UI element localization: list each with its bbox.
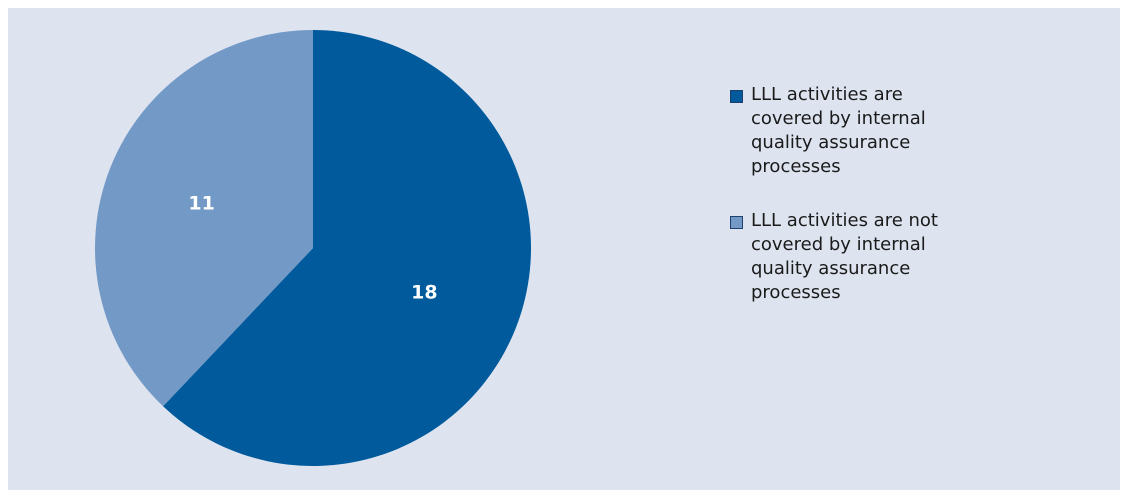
slice-value-label-covered: 18 (411, 281, 437, 303)
pie-slice-covered (163, 30, 531, 467)
legend-item-covered: LLL activities are covered by internal q… (730, 83, 971, 179)
chart-panel: 18 11 LLL activities are covered by inter… (8, 8, 1120, 490)
pie-slice-not-covered (94, 30, 313, 407)
legend-label-not-covered: LLL activities are not covered by intern… (751, 210, 938, 303)
legend: LLL activities are covered by internal q… (730, 83, 1030, 335)
legend-label-covered: LLL activities are covered by internal q… (751, 84, 926, 177)
slice-value-label-not-covered: 11 (188, 193, 214, 215)
legend-swatch-not-covered (730, 216, 743, 229)
legend-swatch-covered (730, 90, 743, 103)
legend-item-not-covered: LLL activities are not covered by intern… (730, 209, 971, 305)
